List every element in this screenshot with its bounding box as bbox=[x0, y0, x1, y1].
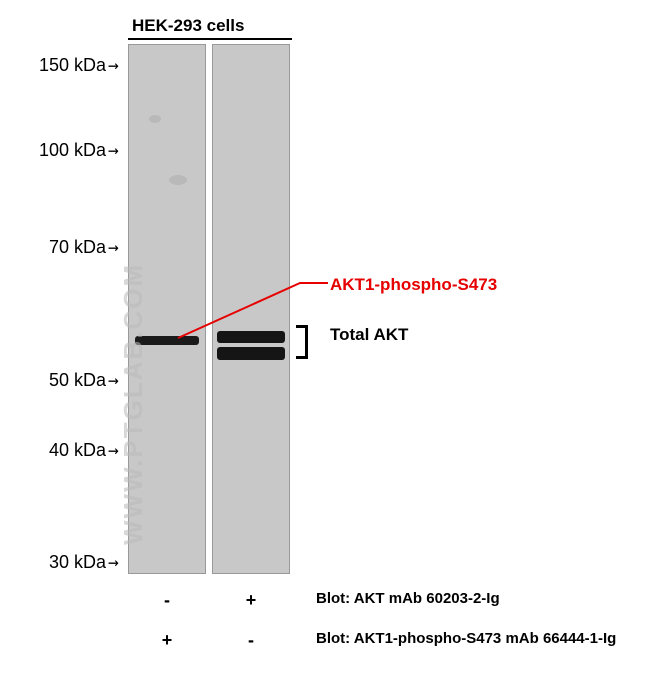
mw-marker-arrow: → bbox=[108, 237, 119, 258]
mw-marker-label: 100 kDa bbox=[39, 140, 106, 161]
treatment-symbol: - bbox=[152, 590, 182, 611]
mw-marker-label: 150 kDa bbox=[39, 55, 106, 76]
figure-container: { "title": { "text": "HEK-293 cells", "f… bbox=[0, 0, 660, 700]
treatment-symbol: + bbox=[236, 590, 266, 611]
mw-marker-label: 50 kDa bbox=[49, 370, 106, 391]
treatment-symbol: - bbox=[236, 630, 266, 651]
mw-marker-arrow: → bbox=[108, 55, 119, 76]
mw-marker-label: 40 kDa bbox=[49, 440, 106, 461]
noise-speck bbox=[169, 175, 187, 185]
treatment-symbol: + bbox=[152, 630, 182, 651]
blot-lane-2 bbox=[212, 44, 290, 574]
mw-marker-arrow: → bbox=[108, 440, 119, 461]
band bbox=[217, 347, 285, 360]
mw-marker-arrow: → bbox=[108, 140, 119, 161]
mw-marker-label: 30 kDa bbox=[49, 552, 106, 573]
phospho-label: AKT1-phospho-S473 bbox=[330, 275, 497, 295]
mw-marker-arrow: → bbox=[108, 552, 119, 573]
blot-area bbox=[128, 44, 290, 574]
blot-lane-1 bbox=[128, 44, 206, 574]
band bbox=[217, 331, 285, 343]
title-underline bbox=[128, 38, 292, 40]
treatment-label: Blot: AKT1-phospho-S473 mAb 66444-1-Ig bbox=[316, 630, 616, 647]
sample-title: HEK-293 cells bbox=[132, 16, 244, 36]
total-akt-label: Total AKT bbox=[330, 325, 408, 345]
treatment-label: Blot: AKT mAb 60203-2-Ig bbox=[316, 590, 500, 607]
mw-marker-label: 70 kDa bbox=[49, 237, 106, 258]
mw-marker-arrow: → bbox=[108, 370, 119, 391]
noise-speck bbox=[149, 115, 161, 123]
total-akt-bracket bbox=[296, 325, 308, 359]
band bbox=[135, 336, 199, 345]
